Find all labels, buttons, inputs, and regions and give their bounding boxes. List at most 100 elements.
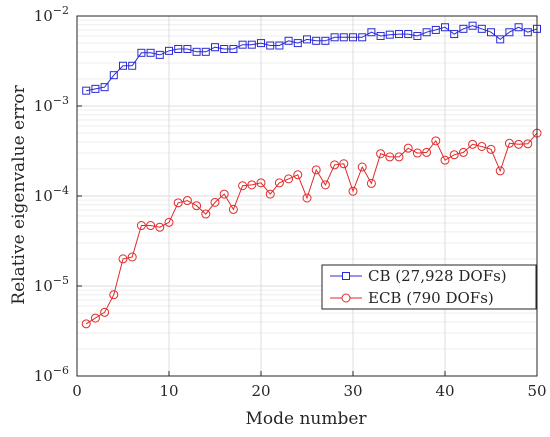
data-point [330, 33, 339, 42]
data-point [284, 174, 294, 184]
data-point [164, 217, 174, 227]
data-point [357, 162, 367, 172]
data-point [303, 35, 311, 44]
data-point [468, 21, 477, 30]
series-line [86, 25, 538, 92]
data-point [256, 178, 266, 188]
data-point [257, 39, 265, 48]
data-point [403, 143, 413, 153]
y-tick-base: 10 [34, 7, 53, 25]
data-point [238, 181, 248, 191]
x-tick-label: 30 [343, 382, 362, 400]
data-point [165, 46, 173, 55]
data-point [376, 149, 386, 159]
data-point [495, 166, 505, 176]
y-tick-base: 10 [34, 97, 53, 115]
data-point [238, 40, 247, 49]
data-point [127, 252, 137, 262]
x-axis-ticks: 0 10 20 30 40 50 [72, 371, 547, 400]
data-point [182, 196, 192, 206]
data-point [385, 152, 395, 162]
data-point [348, 186, 358, 196]
data-point [90, 313, 100, 323]
data-point [404, 30, 413, 39]
data-point [219, 189, 229, 199]
data-point [146, 221, 156, 231]
x-tick-label: 50 [527, 382, 546, 400]
x-axis-label: Mode number [245, 409, 367, 429]
data-point [119, 61, 127, 70]
data-point [128, 61, 137, 70]
data-point [440, 155, 450, 165]
data-point [201, 209, 211, 219]
data-point [358, 33, 367, 42]
legend-label: ECB (790 DOFs) [368, 289, 494, 307]
data-point [412, 148, 422, 158]
data-point [514, 139, 524, 149]
data-point [183, 44, 192, 53]
data-point [229, 44, 238, 53]
data-point [504, 138, 514, 148]
y-tick-base: 10 [34, 187, 53, 205]
data-point [487, 28, 495, 37]
y-tick-exponent: −6 [53, 364, 69, 377]
y-tick-exponent: −5 [53, 274, 69, 287]
data-point [311, 165, 321, 175]
data-point [173, 198, 183, 208]
data-point [477, 141, 487, 151]
x-tick-label: 40 [435, 382, 454, 400]
data-point [109, 71, 118, 80]
data-point [82, 86, 91, 95]
data-point [100, 83, 109, 92]
data-point [505, 28, 514, 37]
data-point [496, 35, 505, 44]
data-point [293, 39, 302, 48]
data-point [266, 41, 275, 50]
data-point [366, 178, 376, 188]
data-point [174, 44, 183, 53]
data-point [523, 139, 533, 149]
y-tick-exponent: −2 [53, 4, 69, 17]
data-point [109, 290, 119, 300]
data-point [228, 204, 238, 214]
data-point [265, 189, 275, 199]
data-point [339, 159, 349, 169]
data-point [523, 28, 532, 37]
y-tick-label: 10−4 [34, 184, 69, 205]
y-tick-label: 10−5 [34, 274, 69, 295]
data-point [136, 221, 146, 231]
data-point [422, 147, 432, 157]
data-point [431, 136, 441, 146]
data-point [220, 44, 229, 53]
y-tick-label: 10−2 [34, 4, 69, 25]
data-point [274, 178, 284, 188]
data-point [247, 40, 256, 49]
data-point [339, 33, 348, 42]
data-point [192, 47, 201, 56]
data-point [441, 23, 449, 32]
data-point [320, 180, 330, 190]
data-point [449, 150, 459, 160]
series-line [85, 132, 538, 325]
y-tick-exponent: −3 [53, 94, 69, 107]
data-point [210, 197, 220, 207]
data-point [514, 23, 523, 32]
legend-entry: CB (27,928 DOFs) [330, 267, 507, 285]
data-point [284, 36, 293, 45]
data-point [312, 36, 321, 45]
y-axis-label: Relative eigenvalue error [9, 84, 29, 304]
data-point [349, 33, 357, 42]
data-point [394, 152, 404, 162]
data-point [293, 170, 303, 180]
y-tick-base: 10 [34, 367, 53, 385]
data-point [376, 31, 385, 40]
data-point [395, 30, 403, 39]
data-point [100, 307, 110, 317]
legend-box [321, 264, 537, 310]
data-point [459, 24, 468, 33]
x-tick-label: 10 [159, 382, 178, 400]
legend: CB (27,928 DOFs) ECB (790 DOFs) [321, 264, 537, 310]
data-point [137, 48, 146, 57]
y-tick-base: 10 [34, 277, 53, 295]
